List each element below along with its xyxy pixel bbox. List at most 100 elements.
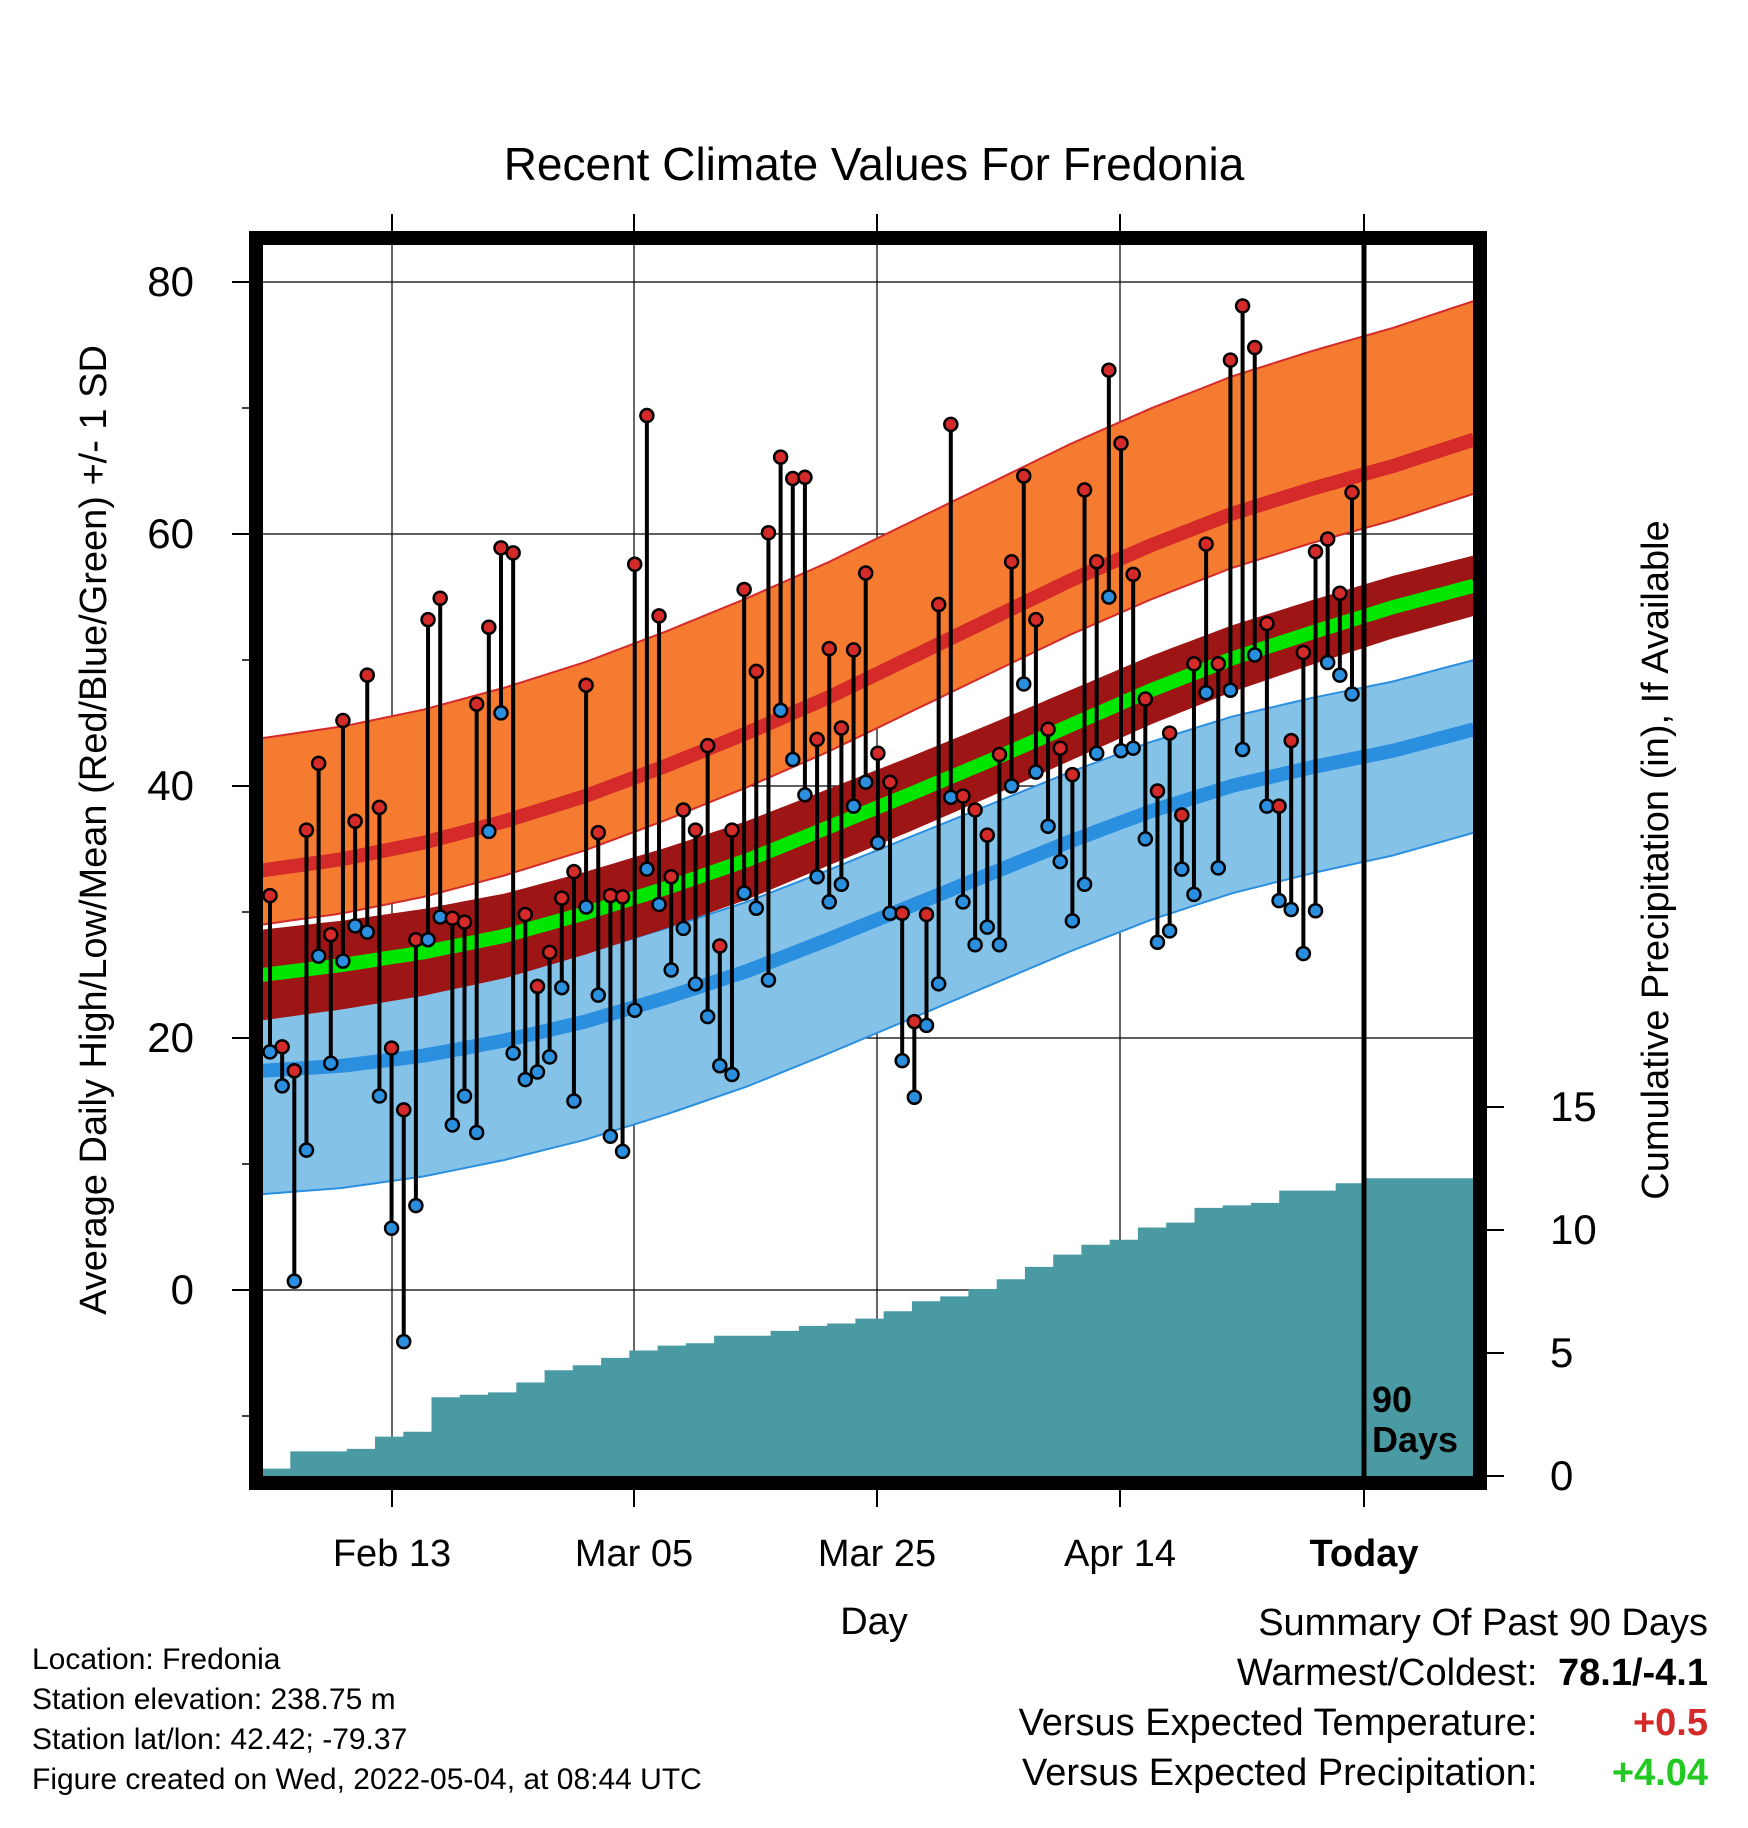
precip-area [262,1178,1474,1477]
daily-high-point [809,731,825,748]
y2-axis-label: Cumulative Precipitation (in), If Availa… [1635,520,1677,1199]
daily-low-point [1003,778,1020,794]
daily-low-point [383,1220,400,1237]
daily-low-point [1076,876,1093,893]
daily-low-point [639,861,655,877]
daily-low-point [1222,682,1239,698]
daily-high-point [578,677,594,693]
y2-tick-label: 15 [1550,1083,1597,1130]
daily-high-point [347,813,363,830]
daily-high-point [420,611,436,628]
daily-low-point [517,1071,534,1088]
daily-low-point [444,1117,461,1133]
daily-high-point [1222,352,1239,368]
daily-high-point [1028,611,1044,628]
daily-low-point [724,1066,740,1083]
daily-low-point [772,702,789,719]
daily-high-point [274,1039,290,1055]
y-axis-label: Average Daily High/Low/Mean (Red/Blue/Gr… [73,345,115,1315]
daily-high-point [1137,691,1154,707]
summary-precip-row: Versus Expected Precipitation: +4.04 [1019,1748,1708,1798]
daily-low-point [955,894,971,910]
daily-low-point [857,774,874,790]
daily-low-point [1283,901,1299,918]
daily-low-point [687,976,704,992]
daily-low-point [274,1078,290,1094]
daily-high-point [468,696,485,712]
daily-low-point [1125,740,1141,756]
daily-high-point [359,667,376,683]
daily-high-point [699,737,716,754]
x-tick-label: Apr 14 [1064,1533,1176,1575]
daily-low-point [614,1143,631,1160]
daily-high-point [1319,531,1336,547]
daily-low-point [1028,764,1044,780]
daily-high-point [626,556,643,572]
daily-low-point [906,1089,923,1105]
figure-created: Figure created on Wed, 2022-05-04, at 08… [32,1763,702,1796]
daily-low-point [1052,853,1068,870]
daily-high-point [1307,543,1324,560]
chart-title: Recent Climate Values For Fredonia [504,138,1245,190]
daily-low-point [347,918,363,934]
daily-low-point [335,953,351,969]
daily-high-point [1259,615,1275,632]
daily-low-point [712,1057,728,1074]
daily-high-point [1040,721,1056,738]
daily-low-point [359,924,376,940]
daily-high-point [651,608,667,624]
daily-high-point [1283,732,1299,749]
y-tick-label: 80 [147,258,194,305]
daily-high-point [772,449,789,465]
daily-low-point [736,885,752,901]
daily-low-point [554,979,570,996]
y2-tick-label: 0 [1550,1452,1573,1499]
daily-low-point [1246,647,1263,663]
daily-high-point [298,822,315,838]
daily-low-point [894,1052,910,1069]
daily-low-point [930,976,947,992]
daily-low-point [1210,860,1227,876]
daily-low-point [578,899,594,915]
x-tick-label: Today [1309,1533,1418,1575]
x-axis-label: Day [840,1601,908,1643]
daily-high-point [371,799,388,816]
daily-low-point [408,1197,424,1214]
daily-high-point [614,889,631,905]
daily-low-point [395,1333,412,1350]
daily-high-point [1088,553,1105,570]
daily-low-point [1113,742,1129,759]
daily-high-point [639,407,655,424]
daily-high-point [432,590,448,607]
daily-low-point [1319,654,1336,671]
daily-low-point [286,1273,303,1289]
daily-high-point [1003,553,1020,570]
daily-low-point [310,948,327,964]
daily-high-point [748,663,765,680]
daily-low-point [870,834,886,851]
daily-low-point [1161,923,1178,939]
daily-high-point [566,863,582,880]
daily-low-point [809,868,825,885]
daily-low-point [1088,745,1105,761]
x-tick-label: Mar 05 [575,1533,693,1575]
summary-header: Summary Of Past 90 Days [1258,1602,1708,1644]
daily-high-point [1016,468,1032,484]
station-elevation: Station elevation: 238.75 m [32,1683,396,1716]
daily-low-point [493,705,509,721]
expected-high-line [261,432,1477,878]
daily-high-point [760,524,777,541]
daily-high-point [857,565,874,581]
daily-high-point [675,802,692,818]
daily-low-point [456,1088,473,1104]
daily-low-point [298,1142,315,1158]
daily-low-point [602,1128,619,1145]
today-days-word: Days [1372,1419,1458,1460]
summary-warmest-value: 78.1/-4.1 [1558,1652,1708,1694]
daily-high-point [1198,536,1214,552]
daily-high-point [323,926,339,943]
daily-high-point [1295,644,1312,661]
cumulative-precip-area [262,1178,1474,1477]
